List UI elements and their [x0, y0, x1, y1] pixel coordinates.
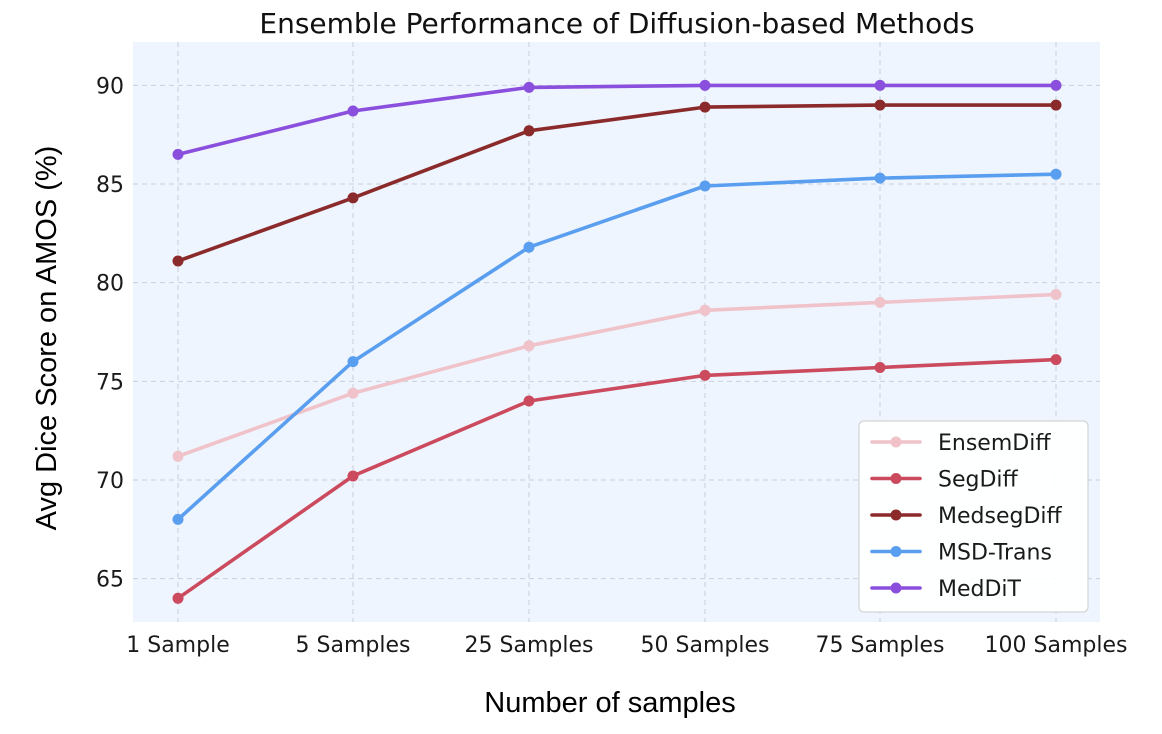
- x-tick-label: 5 Samples: [296, 633, 411, 658]
- legend-item: SegDiff: [870, 468, 1019, 493]
- data-point: [1050, 168, 1062, 180]
- data-point: [874, 172, 886, 184]
- series-msd-trans: [172, 168, 1062, 525]
- legend: EnsemDiff SegDiff MedsegDiff MSD-Trans MedDi…: [858, 420, 1089, 613]
- data-point: [1050, 99, 1062, 111]
- x-axis-label: Number of samples: [484, 687, 735, 719]
- data-point: [347, 470, 359, 482]
- data-point: [1050, 79, 1062, 91]
- data-point: [523, 81, 535, 93]
- legend-label: MedDiT: [938, 577, 1022, 602]
- y-tick-label: 75: [96, 370, 124, 395]
- data-point: [1050, 354, 1062, 366]
- y-tick-label: 80: [96, 272, 124, 297]
- data-point: [172, 148, 184, 160]
- legend-swatch-marker: [890, 582, 902, 594]
- data-point: [874, 79, 886, 91]
- data-point: [699, 79, 711, 91]
- series-line: [176, 357, 1058, 601]
- x-tick-label: 25 Samples: [465, 633, 594, 658]
- chart-title: Ensemble Performance of Diffusion-based …: [259, 7, 974, 40]
- legend-item: MSD-Trans: [870, 541, 1052, 566]
- series-medsegdiff: [172, 99, 1062, 267]
- legend-box: [858, 420, 1089, 613]
- data-point: [523, 340, 535, 352]
- legend-item: MedDiT: [870, 577, 1022, 602]
- x-tick-label: 100 Samples: [985, 633, 1128, 658]
- legend-swatch-marker: [890, 473, 902, 484]
- series-line: [176, 83, 1058, 157]
- legend-label: SegDiff: [938, 468, 1019, 493]
- data-point: [699, 101, 711, 113]
- legend-swatch-marker: [890, 509, 902, 521]
- y-axis-label: Avg Dice Score on AMOS (%): [31, 146, 63, 531]
- legend-swatch-marker: [890, 436, 902, 448]
- x-tick-label: 1 Sample: [126, 633, 229, 658]
- series-layer: [172, 79, 1062, 604]
- data-point: [347, 356, 359, 368]
- data-point: [699, 304, 711, 316]
- data-point: [874, 296, 886, 308]
- data-point: [347, 387, 359, 399]
- data-point: [172, 255, 184, 267]
- series-line: [176, 103, 1058, 263]
- series-line: [176, 292, 1058, 459]
- data-point: [874, 362, 886, 373]
- data-point: [523, 241, 535, 253]
- data-point: [874, 99, 886, 111]
- data-point: [523, 125, 535, 137]
- series-line: [176, 172, 1058, 522]
- data-point: [347, 105, 359, 117]
- series-meddit: [172, 79, 1062, 160]
- data-point: [699, 369, 711, 381]
- legend-swatch-marker: [890, 546, 902, 557]
- series-ensemdiff: [172, 289, 1062, 462]
- data-point: [172, 450, 184, 462]
- legend-label: MedsegDiff: [938, 504, 1062, 529]
- legend-label: MSD-Trans: [938, 541, 1052, 566]
- data-point: [172, 592, 184, 604]
- data-point: [699, 180, 711, 192]
- data-point: [172, 513, 184, 525]
- legend-item: MedsegDiff: [870, 504, 1062, 529]
- tick-labels: 1 Sample 5 Samples 25 Samples 50 Samples 75 …: [96, 74, 1127, 658]
- y-tick-label: 70: [96, 469, 124, 494]
- x-tick-label: 50 Samples: [641, 633, 770, 658]
- series-segdiff: [172, 354, 1062, 604]
- y-tick-label: 65: [96, 568, 124, 593]
- data-point: [347, 192, 359, 204]
- data-point: [523, 395, 535, 407]
- legend-label: EnsemDiff: [938, 431, 1051, 456]
- x-tick-label: 75 Samples: [816, 633, 945, 658]
- data-point: [1050, 289, 1062, 300]
- legend-item: EnsemDiff: [870, 431, 1051, 456]
- y-tick-label: 85: [96, 173, 124, 198]
- y-tick-label: 90: [96, 74, 124, 99]
